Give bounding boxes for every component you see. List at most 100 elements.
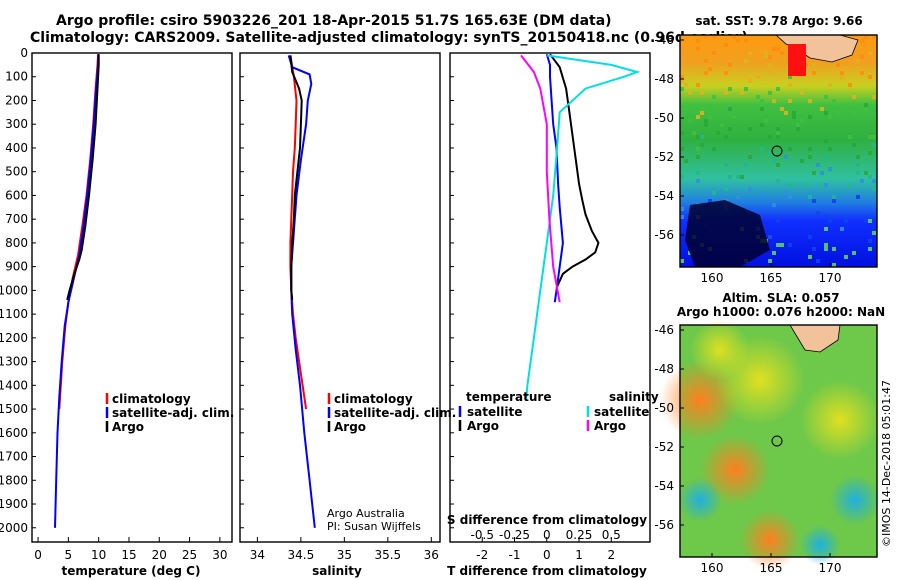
sst-pixel	[868, 51, 872, 55]
sst-map-title: sat. SST: 9.78 Argo: 9.66	[695, 14, 862, 28]
header-line-1: Argo profile: csiro 5903226_201 18-Apr-2…	[56, 13, 612, 29]
lat-tick-label: -52	[654, 150, 674, 164]
sst-pixel	[872, 179, 876, 183]
sst-pixel	[768, 259, 772, 263]
sst-pixel	[872, 95, 876, 99]
sst-pixel	[680, 175, 684, 179]
sst-pixel	[680, 147, 684, 151]
sst-pixel	[700, 111, 704, 115]
sst-pixel	[808, 147, 812, 151]
sst-pixel	[808, 195, 812, 199]
sst-pixel	[768, 63, 772, 67]
sst-pixel	[836, 63, 840, 67]
sst-pixel	[808, 255, 812, 259]
sla-anomaly	[800, 525, 840, 565]
difference-xlabel-top: S difference from climatology	[447, 513, 647, 527]
series-t-satellite	[545, 53, 564, 303]
sst-pixel	[864, 171, 868, 175]
temperature-panel: 0100200300400500600700800900100011001200…	[0, 46, 454, 578]
sst-pixel	[776, 87, 780, 91]
temperature-plot-frame	[31, 52, 233, 543]
sst-pixel	[776, 47, 780, 51]
sst-pixel	[704, 119, 708, 123]
sst-pixel	[864, 103, 868, 107]
sst-pixel	[872, 35, 876, 39]
sst-pixel	[700, 143, 704, 147]
sst-cold-patch	[685, 200, 770, 267]
sst-pixel	[872, 135, 876, 139]
depth-tick-label: 1200	[0, 331, 28, 345]
depth-tick-label: 1600	[0, 426, 28, 440]
sst-pixel	[824, 227, 828, 231]
salinity-plot-frame	[239, 52, 441, 543]
sst-pixel	[724, 187, 728, 191]
depth-tick-label: 1700	[0, 450, 28, 464]
sst-pixel	[788, 99, 792, 103]
sst-pixel	[792, 115, 796, 119]
sst-pixel	[776, 135, 780, 139]
lat-tick-label: -54	[654, 189, 674, 203]
sst-pixel	[744, 39, 748, 43]
sst-pixel	[692, 131, 696, 135]
sst-pixel	[824, 95, 828, 99]
sst-texture	[680, 35, 876, 267]
sst-pixel	[704, 107, 708, 111]
sst-pixel	[728, 67, 732, 71]
sst-pixel	[800, 91, 804, 95]
sst-pixel	[868, 175, 872, 179]
sst-pixel	[724, 103, 728, 107]
sst-pixel	[848, 135, 852, 139]
sst-pixel	[820, 107, 824, 111]
depth-tick-label: 700	[5, 212, 28, 226]
sst-pixel	[872, 231, 876, 235]
lat-tick-label: -48	[654, 72, 674, 86]
sst-pixel	[728, 175, 732, 179]
s-diff-tick-label: -0.5	[471, 528, 494, 542]
sst-pixel	[864, 107, 868, 111]
lat-tick-label: -54	[654, 479, 674, 493]
salinity-legend: climatology satellite-adj. clim. Argo	[327, 392, 456, 434]
sst-pixel	[680, 75, 684, 79]
sst-pixel	[760, 99, 764, 103]
depth-tick-label: 1000	[0, 283, 28, 297]
sst-pixel	[700, 135, 704, 139]
sst-pixel	[840, 227, 844, 231]
sst-pixel	[840, 75, 844, 79]
sst-pixel	[828, 219, 832, 223]
sst-pixel	[856, 163, 860, 167]
sst-pixel	[788, 147, 792, 151]
sst-pixel	[784, 111, 788, 115]
sla-anomaly	[800, 380, 880, 460]
sst-pixel	[784, 155, 788, 159]
sst-pixel	[760, 107, 764, 111]
sst-pixel	[836, 111, 840, 115]
sst-pixel	[828, 83, 832, 87]
sst-pixel	[824, 139, 828, 143]
depth-tick-label: 1300	[0, 355, 28, 369]
legend-satellite: satellite-adj. clim.	[334, 406, 456, 420]
sst-pixel	[764, 55, 768, 59]
difference-legend: temperature salinity satellite Argo sate…	[458, 390, 659, 433]
sst-pixel	[696, 39, 700, 43]
x-tick-label: 10	[91, 548, 106, 562]
sst-pixel	[868, 135, 872, 139]
sst-pixel	[728, 87, 732, 91]
sst-pixel	[680, 215, 684, 219]
sst-pixel	[760, 123, 764, 127]
argo-float-marker	[771, 145, 783, 157]
sst-pixel	[732, 115, 736, 119]
sst-pixel	[788, 83, 792, 87]
depth-tick-label: 1100	[0, 307, 28, 321]
legend-t-argo: Argo	[467, 419, 499, 433]
x-tick-label: 25	[182, 548, 197, 562]
sst-pixel	[696, 47, 700, 51]
sst-pixel	[696, 171, 700, 175]
sst-pixel	[712, 35, 716, 39]
legend-s-satellite: satellite	[594, 405, 649, 419]
sst-pixel	[868, 219, 872, 223]
sst-pixel	[760, 191, 764, 195]
sst-pixel	[860, 71, 864, 75]
series-argo	[66, 54, 100, 301]
sst-pixel	[868, 75, 872, 79]
legend-temperature-title: temperature	[466, 390, 551, 404]
